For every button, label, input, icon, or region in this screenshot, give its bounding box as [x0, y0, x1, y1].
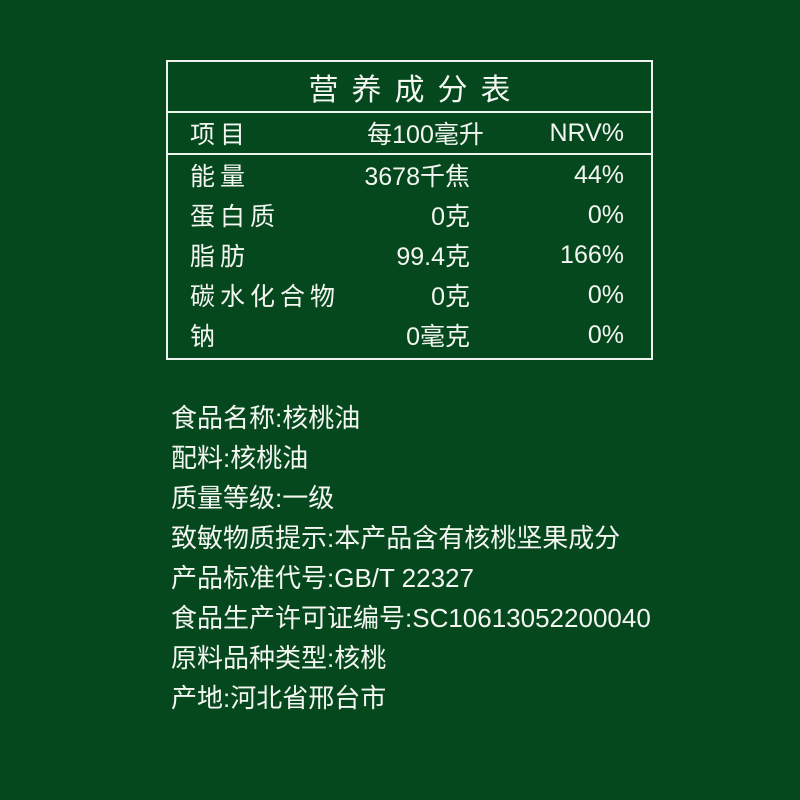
nutrient-name: 能量 — [190, 163, 251, 191]
nutrition-row-sodium: 钠 0毫克 0% — [168, 315, 651, 355]
nutrient-name: 钠 — [190, 323, 221, 351]
nutrient-amount: 0毫克 — [406, 323, 470, 351]
info-line-origin: 产地:河北省邢台市 — [171, 683, 387, 713]
nutrient-nrv: 0% — [587, 320, 624, 349]
nutrient-name: 碳水化合物 — [190, 283, 341, 311]
nutrition-table-header-row: 项目 每100毫升 NRV% — [168, 113, 651, 155]
nutrition-table: 营养成分表 项目 每100毫升 NRV% 能量 3678千焦 44% 蛋白质 0… — [166, 60, 653, 360]
column-header-per-100ml: 每100毫升 — [367, 121, 484, 149]
info-line-quality-grade: 质量等级:一级 — [171, 483, 335, 513]
nutrition-row-energy: 能量 3678千焦 44% — [168, 155, 651, 195]
nutrition-row-fat: 脂肪 99.4克 166% — [168, 235, 651, 275]
info-line-ingredients: 配料:核桃油 — [171, 443, 309, 473]
nutrient-name: 蛋白质 — [190, 203, 281, 231]
nutrient-nrv: 0% — [587, 280, 624, 309]
nutrient-name: 脂肪 — [190, 243, 251, 271]
nutrient-nrv: 0% — [587, 200, 624, 229]
nutrient-amount: 3678千焦 — [364, 163, 470, 191]
column-header-item: 项目 — [190, 121, 251, 149]
nutrient-nrv: 44% — [573, 160, 624, 189]
info-line-product-standard: 产品标准代号:GB/T 22327 — [171, 563, 474, 593]
info-line-production-license: 食品生产许可证编号:SC10613052200040 — [171, 603, 651, 633]
nutrition-row-carbohydrate: 碳水化合物 0克 0% — [168, 275, 651, 315]
nutrient-amount: 99.4克 — [396, 243, 470, 271]
nutrient-amount: 0克 — [431, 283, 470, 311]
info-line-raw-material-type: 原料品种类型:核桃 — [171, 643, 387, 673]
product-info: 食品名称:核桃油 配料:核桃油 质量等级:一级 致敏物质提示:本产品含有核桃坚果… — [171, 398, 731, 718]
info-line-food-name: 食品名称:核桃油 — [171, 403, 361, 433]
nutrition-table-title: 营养成分表 — [168, 62, 651, 113]
info-line-allergen-notice: 致敏物质提示:本产品含有核桃坚果成分 — [171, 523, 621, 553]
nutrition-row-protein: 蛋白质 0克 0% — [168, 195, 651, 235]
nutrient-nrv: 166% — [560, 240, 624, 269]
column-header-nrv: NRV% — [549, 118, 624, 147]
nutrient-amount: 0克 — [431, 203, 470, 231]
